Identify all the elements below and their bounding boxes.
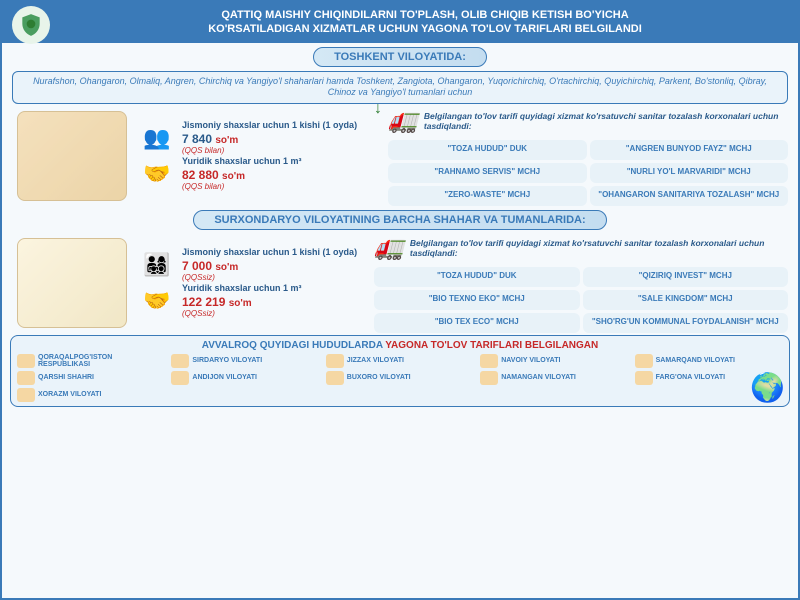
handshake-icon: 🤝 bbox=[138, 285, 176, 317]
region-shape-icon bbox=[171, 371, 189, 385]
company-cell: "ANGREN BUNYOD FAYZ" MCHJ bbox=[590, 140, 789, 160]
region-shape-icon bbox=[326, 371, 344, 385]
region2-prices: 👨‍👩‍👧‍👦 Jismoniy shaxslar uchun 1 kishi … bbox=[138, 234, 368, 333]
people-icon: 👥 bbox=[138, 122, 176, 154]
region-shape-icon bbox=[326, 354, 344, 368]
shield-logo-icon bbox=[12, 6, 50, 44]
handshake-icon: 🤝 bbox=[138, 158, 176, 190]
company-cell: "SHO'RG'UN KOMMUNAL FOYDALANISH" MCHJ bbox=[583, 313, 789, 333]
comp-header-text: Belgilangan to'lov tarifi quyidagi xizma… bbox=[424, 111, 788, 131]
region-shape-icon bbox=[480, 354, 498, 368]
region-shape-icon bbox=[480, 371, 498, 385]
prev-region-item: SIRDARYO VILOYATI bbox=[171, 354, 319, 368]
main-header: QATTIQ MAISHIY CHIQINDILARNI TO'PLASH, O… bbox=[2, 2, 798, 43]
people-icon: 👨‍👩‍👧‍👦 bbox=[138, 249, 176, 281]
region1-companies: 🚛 Belgilangan to'lov tarifi quyidagi xiz… bbox=[388, 107, 788, 206]
prev-region-item: NAVOIY VILOYATI bbox=[480, 354, 628, 368]
prev-region-item: NAMANGAN VILOYATI bbox=[480, 371, 628, 385]
company-cell: "BIO TEXNO EKO" MCHJ bbox=[374, 290, 580, 310]
prev-region-item: QORAQALPOG'ISTON RESPUBLIKASI bbox=[17, 354, 165, 368]
prev-region-item: SAMARQAND VILOYATI bbox=[635, 354, 783, 368]
nature-deco-icon: 🌍 bbox=[750, 371, 785, 404]
region1-title: TOSHKENT VILOYATIDA: bbox=[313, 47, 487, 67]
company-cell: "OHANGARON SANITARIYA TOZALASH" MCHJ bbox=[590, 186, 789, 206]
toshkent-map-icon bbox=[17, 111, 127, 201]
region-shape-icon bbox=[17, 388, 35, 402]
region1-subtitle: Nurafshon, Ohangaron, Olmaliq, Angren, C… bbox=[12, 71, 788, 104]
company-cell: "TOZA HUDUD" DUK bbox=[374, 267, 580, 287]
phys-price: 7 840 bbox=[182, 132, 212, 146]
prev-region-item: XORAZM VILOYATI bbox=[17, 388, 165, 402]
prev-region-item: QARSHI SHAHRI bbox=[17, 371, 165, 385]
region-shape-icon bbox=[17, 354, 35, 368]
garbage-truck-icon: 🚛 bbox=[388, 107, 418, 136]
region-shape-icon bbox=[171, 354, 189, 368]
region1-prices: 👥 Jismoniy shaxslar uchun 1 kishi (1 oyd… bbox=[138, 107, 368, 206]
company-cell: "QIZIRIQ INVEST" MCHJ bbox=[583, 267, 789, 287]
garbage-truck-icon: 🚛 bbox=[374, 234, 404, 263]
infographic-page: QATTIQ MAISHIY CHIQINDILARNI TO'PLASH, O… bbox=[0, 0, 800, 600]
surxondaryo-map-icon bbox=[17, 238, 127, 328]
region2-body: 👨‍👩‍👧‍👦 Jismoniy shaxslar uchun 1 kishi … bbox=[12, 234, 788, 333]
legal-label: Yuridik shaxslar uchun 1 m³ bbox=[182, 157, 368, 167]
region2-map-col bbox=[12, 234, 132, 333]
region2-companies: 🚛 Belgilangan to'lov tarifi quyidagi xiz… bbox=[374, 234, 788, 333]
prev-region-item: BUXORO VILOYATI bbox=[326, 371, 474, 385]
footer-title: AVVALROQ QUYIDAGI HUDUDLARDA YAGONA TO'L… bbox=[17, 340, 783, 351]
previous-regions-footer: AVVALROQ QUYIDAGI HUDUDLARDA YAGONA TO'L… bbox=[10, 335, 790, 407]
prev-region-item: ANDIJON VILOYATI bbox=[171, 371, 319, 385]
region1-map-col bbox=[12, 107, 132, 206]
company-cell: "NURLI YO'L MARVARIDI" MCHJ bbox=[590, 163, 789, 183]
phys-note: (QQS bilan) bbox=[182, 146, 368, 155]
legal-note: (QQS bilan) bbox=[182, 182, 368, 191]
prev-region-item: JIZZAX VILOYATI bbox=[326, 354, 474, 368]
region-shape-icon bbox=[17, 371, 35, 385]
legal-price: 82 880 bbox=[182, 168, 219, 182]
company-cell: "BIO TEX ECO" MCHJ bbox=[374, 313, 580, 333]
phys-label: Jismoniy shaxslar uchun 1 kishi (1 oyda) bbox=[182, 121, 368, 131]
company-cell: "TOZA HUDUD" DUK bbox=[388, 140, 587, 160]
header-line2: KO'RSATILADIGAN XIZMATLAR UCHUN YAGONA T… bbox=[62, 22, 788, 36]
arrow-down-icon: ↓ bbox=[374, 105, 382, 208]
company-cell: "RAHNAMO SERVIS" MCHJ bbox=[388, 163, 587, 183]
region-shape-icon bbox=[635, 371, 653, 385]
company-cell: "SALE KINGDOM" MCHJ bbox=[583, 290, 789, 310]
company-cell: "ZERO-WASTE" MCHJ bbox=[388, 186, 587, 206]
region2-title: SURXONDARYO VILOYATINING BARCHA SHAHAR V… bbox=[193, 210, 606, 230]
header-line1: QATTIQ MAISHIY CHIQINDILARNI TO'PLASH, O… bbox=[62, 8, 788, 22]
region-shape-icon bbox=[635, 354, 653, 368]
region1-body: 👥 Jismoniy shaxslar uchun 1 kishi (1 oyd… bbox=[12, 107, 788, 206]
